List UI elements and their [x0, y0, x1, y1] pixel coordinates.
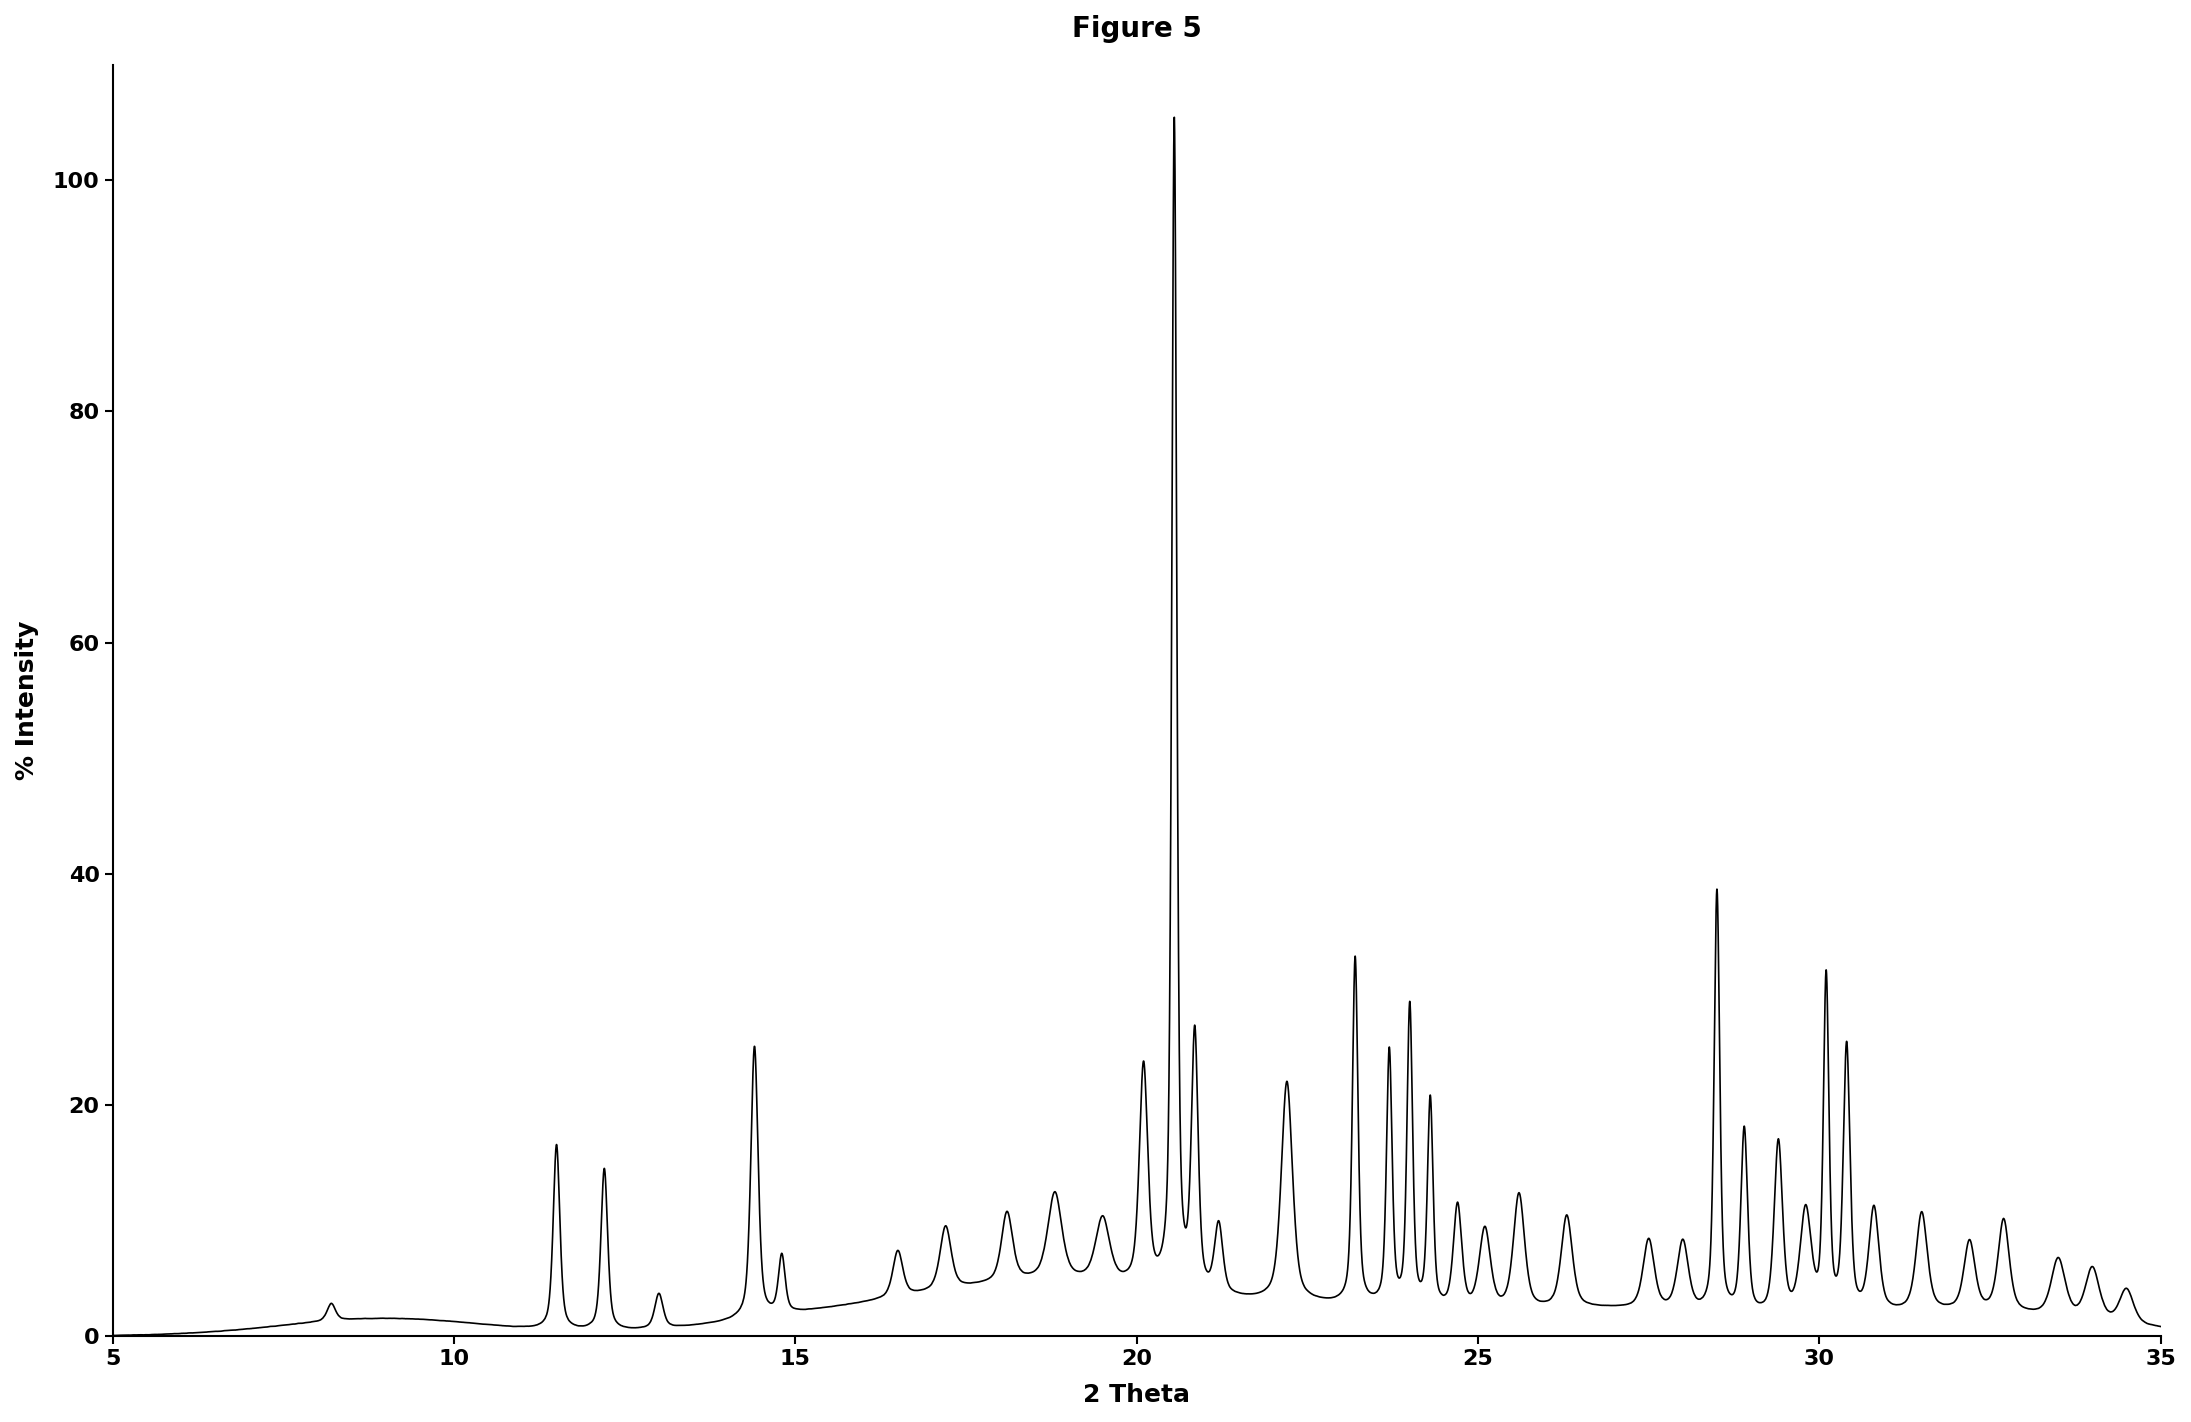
X-axis label: 2 Theta: 2 Theta	[1082, 1384, 1190, 1406]
Title: Figure 5: Figure 5	[1071, 16, 1201, 43]
Y-axis label: % Intensity: % Intensity	[15, 620, 39, 781]
